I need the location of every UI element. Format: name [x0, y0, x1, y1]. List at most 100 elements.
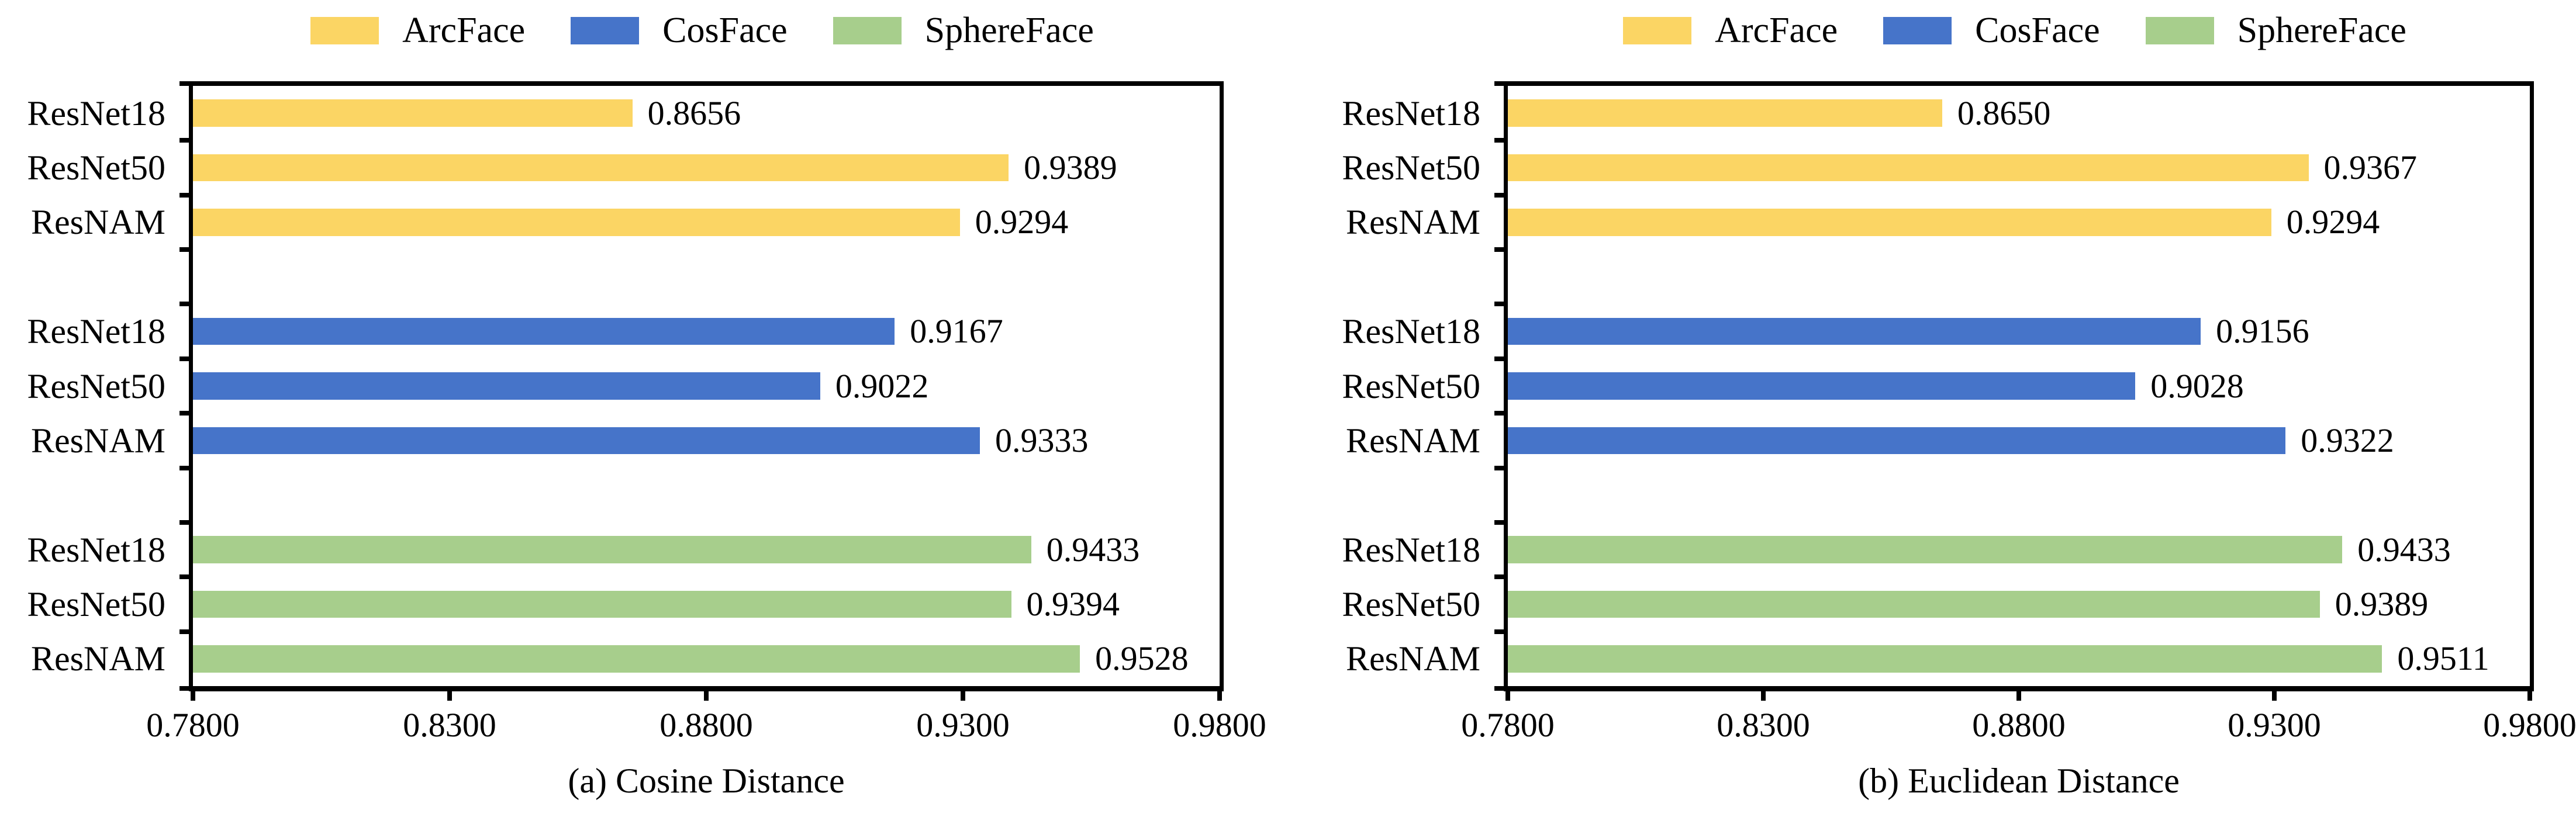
y-axis-tick — [1494, 192, 1504, 198]
bar-value-label: 0.9167 — [910, 312, 1003, 351]
y-axis-tick — [179, 686, 189, 691]
category-label: ResNAM — [1345, 639, 1480, 678]
bar-cosface-resnet50 — [193, 372, 820, 400]
y-axis-tick — [1494, 356, 1504, 361]
bar-cosface-resnam — [1508, 427, 2286, 455]
chart-caption: (a) Cosine Distance — [568, 761, 845, 800]
bar-value-label: 0.9389 — [2335, 584, 2429, 623]
bar-sphereface-resnet50 — [193, 590, 1011, 618]
bar-value-label: 0.9333 — [995, 421, 1089, 459]
x-axis-tick-label: 0.7800 — [146, 706, 240, 744]
legend: ArcFace CosFace SphereFace — [189, 4, 1216, 57]
plot-area-euclidean: 0.8650 0.9367 0.9294 0.9156 0.9028 0.9322 0.94… — [1504, 81, 2534, 691]
bar-value-label: 0.9511 — [2397, 639, 2489, 678]
bar-value-label: 0.9322 — [2301, 421, 2394, 459]
y-axis-tick — [179, 138, 189, 143]
legend-item-cosface: CosFace — [1883, 12, 2100, 49]
x-axis-tick — [1761, 691, 1766, 701]
legend-label: SphereFace — [2237, 11, 2406, 50]
y-axis-tick — [1494, 302, 1504, 307]
bar-arcface-resnam — [1508, 209, 2271, 236]
bar-arcface-resnam — [193, 209, 960, 236]
y-axis-tick — [179, 411, 189, 416]
category-label: ResNet18 — [1342, 312, 1480, 351]
bar-cosface-resnam — [193, 427, 980, 455]
bar-sphereface-resnet50 — [1508, 590, 2320, 618]
y-axis-tick — [179, 247, 189, 252]
bar-value-label: 0.9528 — [1095, 639, 1189, 678]
x-axis-tick-label: 0.9800 — [1173, 706, 1266, 744]
category-label: ResNAM — [30, 421, 165, 460]
bar-value-label: 0.9433 — [1046, 530, 1140, 569]
bar-value-label: 0.8656 — [647, 94, 741, 132]
category-label: ResNAM — [1345, 203, 1480, 242]
category-label: ResNet18 — [1342, 530, 1480, 569]
category-label: ResNet18 — [1342, 94, 1480, 133]
bar-value-label: 0.9367 — [2323, 148, 2418, 187]
category-label: ResNet50 — [27, 584, 165, 624]
bar-value-label: 0.9294 — [975, 203, 1069, 241]
bar-value-label: 0.9028 — [2150, 366, 2244, 405]
y-axis-tick — [179, 192, 189, 198]
y-axis-tick — [1494, 574, 1504, 580]
bar-value-label: 0.9156 — [2216, 312, 2309, 351]
legend-swatch-cosface-icon — [1883, 16, 1952, 44]
legend-swatch-cosface-icon — [571, 16, 640, 44]
y-axis-tick — [179, 574, 189, 580]
legend-item-cosface: CosFace — [571, 12, 788, 49]
y-axis-tick — [179, 629, 189, 634]
legend-swatch-sphereface-icon — [833, 16, 902, 44]
y-axis-tick — [1494, 411, 1504, 416]
x-axis-tick-label: 0.7800 — [1461, 706, 1555, 744]
x-axis-tick — [191, 691, 195, 701]
legend-item-arcface: ArcFace — [1623, 12, 1838, 49]
chart-panel-euclidean-distance: ArcFace CosFace SphereFace 0.8650 0.9367 0… — [1288, 0, 2576, 817]
category-label: ResNet50 — [1342, 584, 1480, 624]
legend-label: SphereFace — [924, 11, 1094, 50]
legend: ArcFace CosFace SphereFace — [1504, 4, 2526, 57]
legend-item-sphereface: SphereFace — [2145, 11, 2406, 50]
x-axis-tick-label: 0.8300 — [1717, 706, 1810, 744]
category-label: ResNet50 — [1342, 148, 1480, 188]
bar-value-label: 0.9394 — [1026, 584, 1120, 623]
x-axis-tick — [2016, 691, 2021, 701]
category-label: ResNet18 — [27, 94, 165, 133]
y-axis-tick — [1494, 629, 1504, 634]
category-label: ResNet50 — [27, 148, 165, 188]
bar-value-label: 0.9389 — [1024, 148, 1117, 187]
x-axis-tick-label: 0.9800 — [2483, 706, 2576, 744]
legend-swatch-arcface-icon — [1623, 16, 1692, 44]
y-axis-tick — [1494, 247, 1504, 252]
x-axis-tick-label: 0.8300 — [403, 706, 496, 744]
y-axis-tick — [179, 465, 189, 470]
category-label: ResNet50 — [27, 366, 165, 406]
legend-swatch-sphereface-icon — [2145, 16, 2214, 44]
legend-swatch-arcface-icon — [310, 16, 379, 44]
legend-label: ArcFace — [402, 11, 526, 50]
bar-arcface-resnet18 — [1508, 99, 1942, 127]
y-axis-tick — [1494, 465, 1504, 470]
bar-value-label: 0.9022 — [835, 366, 929, 405]
chart-caption: (b) Euclidean Distance — [1858, 761, 2180, 800]
x-axis-tick — [2272, 691, 2277, 701]
bar-cosface-resnet50 — [1508, 372, 2136, 400]
category-label: ResNet18 — [27, 530, 165, 569]
bar-sphereface-resnet18 — [1508, 536, 2343, 563]
y-axis-tick — [179, 520, 189, 525]
y-axis-tick — [179, 81, 189, 86]
x-axis-tick-label: 0.9300 — [916, 706, 1010, 744]
bar-cosface-resnet18 — [193, 317, 895, 345]
bar-cosface-resnet18 — [1508, 317, 2201, 345]
x-axis-tick-label: 0.9300 — [2228, 706, 2321, 744]
category-label: ResNAM — [1345, 421, 1480, 460]
bar-sphereface-resnet18 — [193, 536, 1031, 563]
legend-label: CosFace — [1975, 11, 2100, 50]
bar-arcface-resnet50 — [193, 154, 1009, 182]
x-axis-tick — [1217, 691, 1222, 701]
x-axis-tick — [2527, 691, 2532, 701]
chart-panel-cosine-distance: ArcFace CosFace SphereFace 0.8656 0.9389 0… — [27, 4, 1266, 800]
legend-item-arcface: ArcFace — [310, 12, 525, 49]
category-label: ResNAM — [30, 203, 165, 242]
x-axis-tick-label: 0.8800 — [659, 706, 753, 744]
legend-item-sphereface: SphereFace — [833, 12, 1094, 49]
